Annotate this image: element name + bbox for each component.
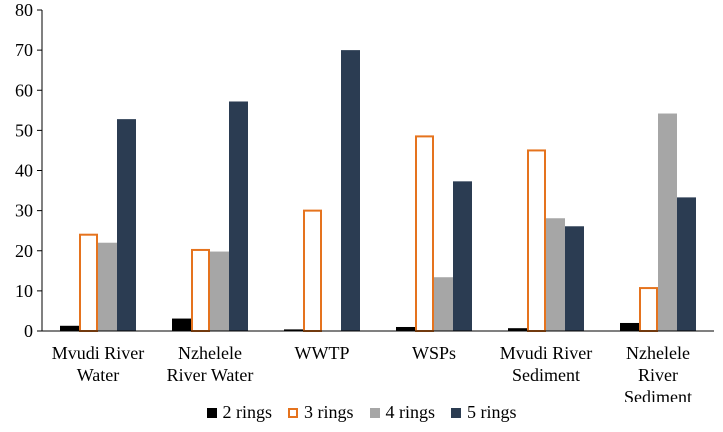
category-label: Mvudi River <box>52 343 145 363</box>
category-label: River Water <box>167 365 254 385</box>
legend: 2 rings 3 rings 4 rings 5 rings <box>0 402 723 432</box>
y-tick-label: 80 <box>15 0 33 20</box>
y-tick-label: 70 <box>15 40 33 60</box>
bar-2-rings-3 <box>396 326 415 331</box>
bar-3-rings-0 <box>79 233 98 332</box>
category-label: Nzhelele <box>626 343 690 363</box>
category-label: River <box>638 365 678 385</box>
category-label: Nzhelele <box>178 343 242 363</box>
legend-row: 2 rings 3 rings 4 rings 5 rings <box>0 402 723 423</box>
legend-swatch <box>206 407 217 418</box>
legend-item-5-rings: 5 rings <box>451 402 517 423</box>
bar-5-rings-5 <box>677 197 696 331</box>
legend-swatch <box>288 407 298 418</box>
bar-2-rings-5 <box>620 322 639 331</box>
bar-5-rings-2 <box>341 50 360 331</box>
bar-3-rings-4 <box>527 149 546 332</box>
bars <box>60 50 696 333</box>
category-label: Mvudi River <box>500 343 593 363</box>
y-tick-label: 50 <box>15 120 33 140</box>
bar-2-rings-0 <box>60 325 79 331</box>
category-label: WWTP <box>295 343 350 363</box>
y-tick-label: 0 <box>24 321 33 341</box>
bar-5-rings-4 <box>565 226 584 331</box>
bar-3-rings-1 <box>191 248 210 332</box>
y-tick-label: 20 <box>15 241 33 261</box>
y-tick-label: 60 <box>15 80 33 100</box>
legend-item-2-rings: 2 rings <box>206 402 273 423</box>
y-tick-label: 10 <box>15 281 33 301</box>
legend-swatch <box>369 407 380 418</box>
bar-3-rings-3 <box>415 135 434 332</box>
bar-2-rings-2 <box>284 329 303 331</box>
category-label: Sediment <box>512 365 580 385</box>
bar-3-rings-5 <box>639 287 658 333</box>
bar-5-rings-0 <box>117 119 136 331</box>
bar-5-rings-3 <box>453 181 472 331</box>
bar-4-rings-3 <box>434 277 453 331</box>
legend-item-3-rings: 3 rings <box>288 402 354 423</box>
category-label: Water <box>77 365 120 385</box>
legend-label: 2 rings <box>222 402 273 422</box>
bar-4-rings-5 <box>658 113 677 332</box>
bar-3-rings-2 <box>303 209 322 332</box>
bar-2-rings-4 <box>508 328 527 331</box>
legend-label: 3 rings <box>304 402 354 422</box>
category-label: Sediment <box>624 387 692 402</box>
bar-4-rings-4 <box>546 218 565 331</box>
legend-item-4-rings: 4 rings <box>369 402 436 423</box>
bar-2-rings-1 <box>172 318 191 331</box>
bar-5-rings-1 <box>229 101 248 331</box>
y-axis: 0 10 20 30 40 50 60 70 80 <box>15 0 43 341</box>
bar-4-rings-0 <box>98 242 117 331</box>
bar-4-rings-1 <box>210 251 229 331</box>
y-tick-label: 30 <box>15 201 33 221</box>
legend-label: 5 rings <box>467 402 517 422</box>
category-label: WSPs <box>412 343 456 363</box>
legend-swatch <box>451 407 461 418</box>
legend-label: 4 rings <box>385 402 436 422</box>
y-tick-label: 40 <box>15 161 33 181</box>
